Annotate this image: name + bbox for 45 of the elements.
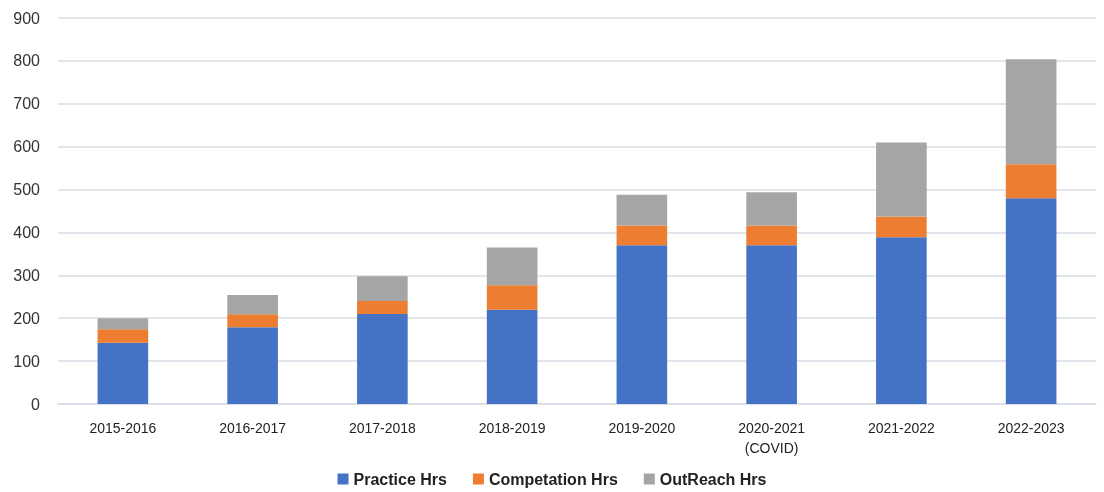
bar [357,301,408,314]
y-tick-label: 800 [13,52,41,70]
bar [97,329,149,343]
bar [227,314,278,328]
legend-label: Practice Hrs [353,470,447,488]
bar [97,318,149,330]
bar [1005,198,1057,404]
bar [616,194,668,226]
bar [486,247,538,286]
y-tick-label: 300 [13,266,41,284]
bar [227,295,278,315]
x-tick-label: 2022-2023 [997,420,1065,436]
x-tick-label: 2019-2020 [608,420,676,436]
y-tick-label: 0 [31,395,41,413]
bar [876,237,927,404]
bar [486,285,538,310]
bar [357,313,408,404]
bar [227,327,278,404]
y-tick-label: 700 [13,95,41,113]
bar [616,225,668,246]
bar [616,245,668,404]
legend-label: OutReach Hrs [659,470,767,488]
bar [357,276,408,302]
bar [486,309,538,404]
bar [876,142,927,217]
x-tick-label: 2020-2021 (COVID) [738,420,806,456]
y-tick-label: 400 [13,223,41,241]
x-tick-label: 2015-2016 [89,420,157,436]
x-tick-label: 2017-2018 [348,420,417,436]
x-tick-label: 2021-2022 [867,420,936,436]
y-tick-label: 600 [13,138,41,156]
bar [1005,59,1057,165]
y-tick-label: 100 [13,352,41,370]
x-tick-label: 2018-2019 [478,420,546,436]
bar [97,342,149,404]
x-tick-label: 2016-2017 [219,420,287,436]
y-tick-label: 500 [13,181,41,199]
y-tick-label: 900 [13,9,41,27]
bar [876,216,927,238]
bar [746,245,797,404]
bar [1005,164,1057,199]
y-tick-label: 200 [13,309,41,327]
legend-label: Competation Hrs [488,470,618,488]
bar [746,192,797,226]
bar [746,225,797,246]
